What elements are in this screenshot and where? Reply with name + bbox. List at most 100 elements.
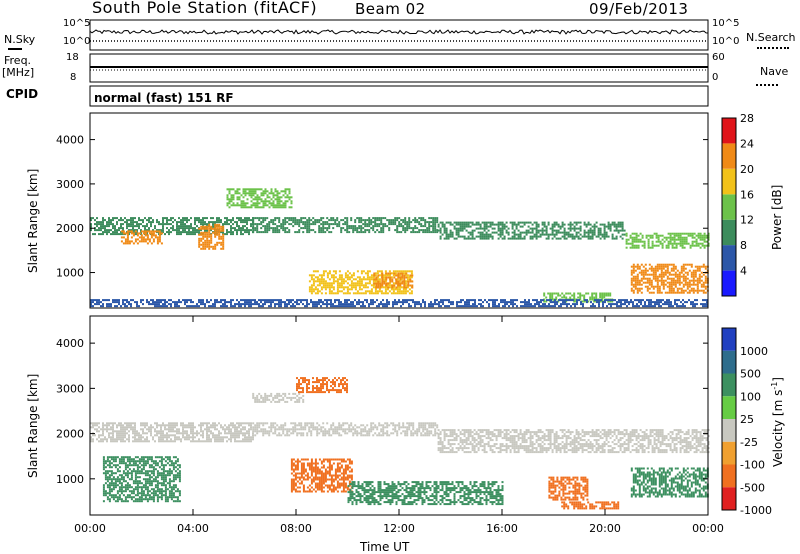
heatmap-cell <box>202 221 204 224</box>
heatmap-cell <box>286 430 289 433</box>
heatmap-cell <box>234 440 236 443</box>
heatmap-cell <box>238 192 241 195</box>
heatmap-cell <box>266 422 269 425</box>
heatmap-cell <box>270 428 273 431</box>
heatmap-cell <box>457 221 460 224</box>
heatmap-cell <box>607 294 610 297</box>
heatmap-cell <box>603 292 606 295</box>
heatmap-cell <box>420 426 423 429</box>
heatmap-cell <box>262 424 265 427</box>
heatmap-cell <box>336 288 339 291</box>
heatmap-cell <box>639 232 642 235</box>
heatmap-cell <box>122 438 124 441</box>
heatmap-cell <box>212 426 214 429</box>
heatmap-cell <box>384 274 387 277</box>
heatmap-cell <box>326 227 329 230</box>
heatmap-cell <box>278 231 281 234</box>
heatmap-cell <box>453 439 456 442</box>
heatmap-cell <box>152 230 155 233</box>
heatmap-cell <box>460 305 462 308</box>
heatmap-cell <box>214 422 216 425</box>
heatmap-cell <box>380 303 382 306</box>
heatmap-cell <box>202 247 205 250</box>
heatmap-cell <box>344 221 347 224</box>
heatmap-cell <box>94 428 96 431</box>
heatmap-cell <box>332 286 335 289</box>
heatmap-cell <box>342 286 345 289</box>
heatmap-cell <box>202 434 204 437</box>
heatmap-cell <box>485 227 488 230</box>
heatmap-cell <box>447 441 450 444</box>
heatmap-cell <box>182 217 184 220</box>
heatmap-cell <box>509 439 512 442</box>
heatmap-cell <box>507 237 510 240</box>
heatmap-cell <box>381 276 384 279</box>
heatmap-cell <box>134 422 136 425</box>
heatmap-cell <box>308 286 311 289</box>
heatmap-cell <box>668 291 671 294</box>
heatmap-cell <box>442 299 444 302</box>
heatmap-cell <box>198 217 200 220</box>
heatmap-cell <box>230 227 232 230</box>
heatmap-cell <box>112 422 114 425</box>
heatmap-cell <box>545 300 548 303</box>
heatmap-cell <box>162 436 164 439</box>
heatmap-cell <box>354 288 357 291</box>
heatmap-cell <box>541 229 544 232</box>
heatmap-cell <box>276 196 279 199</box>
heatmap-cell <box>595 296 598 299</box>
heatmap-cell <box>398 292 401 295</box>
heatmap-cell <box>483 223 486 226</box>
heatmap-cell <box>188 436 190 439</box>
heatmap-cell <box>434 424 437 427</box>
heatmap-cell <box>657 238 660 241</box>
heatmap-cell <box>280 299 282 302</box>
heatmap-cell <box>698 281 701 284</box>
cpid-panel <box>89 85 709 107</box>
heatmap-cell <box>166 428 168 431</box>
heatmap-cell <box>446 305 448 308</box>
heatmap-cell <box>661 234 664 237</box>
heatmap-cell <box>693 244 696 247</box>
heatmap-cell <box>499 221 502 224</box>
heatmap-cell <box>576 299 578 302</box>
heatmap-cell <box>300 299 302 302</box>
heatmap-cell <box>432 225 435 228</box>
heatmap-cell <box>108 231 110 234</box>
heatmap-cell <box>150 223 152 226</box>
heatmap-cell <box>668 263 671 266</box>
heatmap-cell <box>382 430 385 433</box>
heatmap-cell <box>437 229 440 232</box>
heatmap-cell <box>332 422 335 425</box>
heatmap-cell <box>402 301 404 304</box>
heatmap-cell <box>617 231 620 234</box>
heatmap-cell <box>130 223 132 226</box>
heatmap-cell <box>567 235 570 238</box>
heatmap-cell <box>445 221 448 224</box>
heatmap-cell <box>389 280 392 283</box>
heatmap-cell <box>473 439 476 442</box>
heatmap-cell <box>697 234 700 237</box>
heatmap-cell <box>270 299 272 302</box>
heatmap-cell <box>310 426 313 429</box>
heatmap-cell <box>566 299 568 302</box>
heatmap-cell <box>422 422 425 425</box>
heatmap-cell <box>706 305 708 308</box>
heatmap-cell <box>609 294 612 297</box>
heatmap-cell <box>176 227 178 230</box>
heatmap-cell <box>112 219 114 222</box>
heatmap-cell <box>479 223 482 226</box>
heatmap-cell <box>461 447 464 450</box>
heatmap-cell <box>532 299 534 302</box>
heatmap-cell <box>336 428 339 431</box>
heatmap-cell <box>702 263 705 266</box>
heatmap-cell <box>252 436 254 439</box>
heatmap-cell <box>146 242 149 245</box>
heatmap-cell <box>650 265 653 268</box>
heatmap-cell <box>322 430 325 433</box>
heatmap-cell <box>664 263 667 266</box>
heatmap-cell <box>499 443 502 446</box>
heatmap-cell <box>509 237 512 240</box>
heatmap-cell <box>648 301 650 304</box>
heatmap-cell <box>579 296 582 299</box>
